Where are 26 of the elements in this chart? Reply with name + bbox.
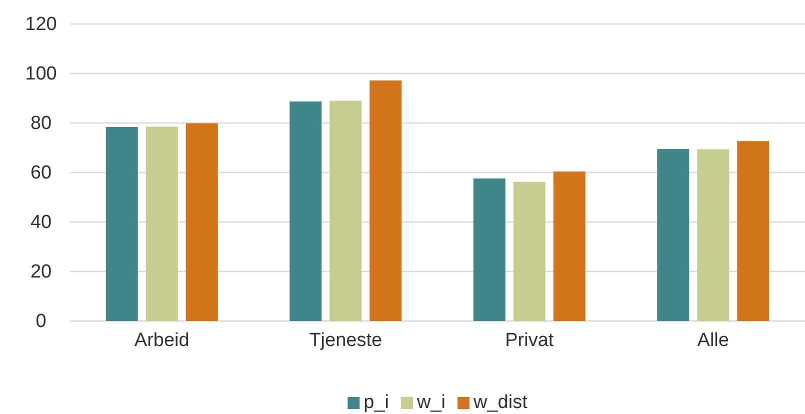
bar: [553, 172, 586, 321]
bar: [657, 148, 690, 321]
bar: [330, 100, 362, 321]
y-tick-label: 120: [25, 14, 57, 36]
bar: [697, 149, 730, 321]
bar: [146, 126, 178, 321]
y-tick-label: 0: [36, 311, 46, 332]
y-tick-label: 80: [30, 113, 52, 134]
y-tick-label: 100: [25, 64, 57, 85]
bar: [473, 178, 506, 321]
y-tick-label: 20: [30, 262, 52, 283]
legend-label: w_dist: [472, 392, 528, 413]
x-tick-label: Tjeneste: [309, 330, 382, 351]
x-tick-label: Arbeid: [134, 330, 190, 351]
y-tick-label: 40: [30, 212, 52, 234]
bar: [513, 182, 546, 321]
bar: [737, 141, 770, 321]
bar: [106, 126, 138, 321]
legend-label: p_i: [364, 392, 389, 413]
bar: [186, 123, 218, 321]
legend-label: w_i: [416, 392, 446, 413]
y-tick-label: 60: [30, 162, 52, 184]
bar: [290, 101, 322, 321]
x-tick-label: Alle: [697, 330, 729, 351]
x-tick-label: Privat: [505, 330, 554, 351]
bar: [370, 80, 402, 321]
